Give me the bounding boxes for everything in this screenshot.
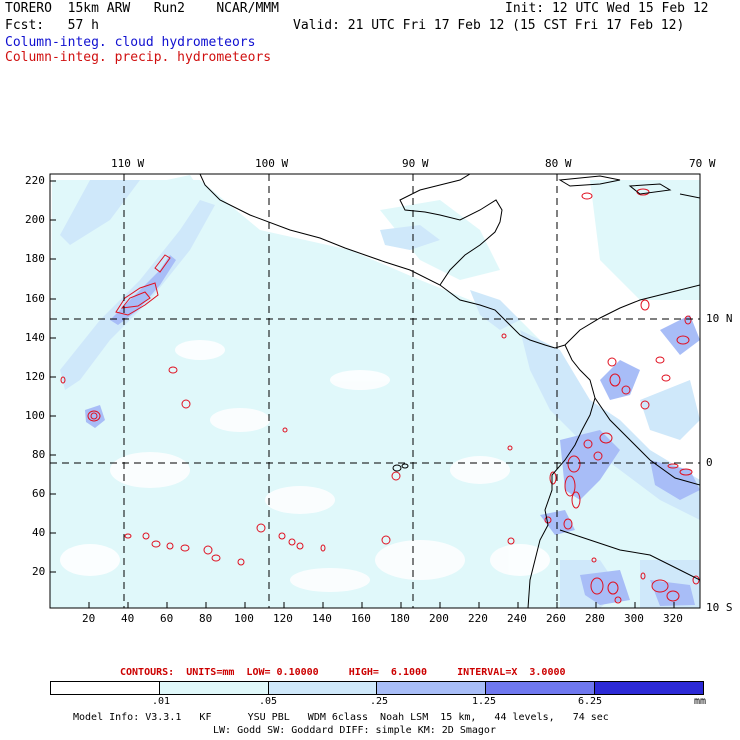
valid-time: Valid: 21 UTC Fri 17 Feb 12 (15 CST Fri … xyxy=(293,18,685,33)
x-tick: 120 xyxy=(273,612,293,625)
cloud-field-light xyxy=(50,175,700,608)
y-tick: 100 xyxy=(25,409,45,422)
colorbar-label: .05 xyxy=(259,696,278,707)
y-tick: 160 xyxy=(25,292,45,305)
colorbar-bin xyxy=(595,682,703,694)
init-time: Init: 12 UTC Wed 15 Feb 12 xyxy=(505,1,709,16)
colorbar-bin xyxy=(159,682,269,694)
colorbar-bin xyxy=(377,682,487,694)
colorbar-bin xyxy=(268,682,378,694)
y-tick: 180 xyxy=(25,252,45,265)
model-physics: LW: Godd SW: Goddard DIFF: simple KM: 2D… xyxy=(213,725,496,736)
y-tick: 120 xyxy=(25,370,45,383)
coastlines xyxy=(199,174,700,608)
lon-label-80w: 80 W xyxy=(545,157,572,170)
x-tick: 260 xyxy=(546,612,566,625)
x-tick: 220 xyxy=(468,612,488,625)
y-tick: 40 xyxy=(32,526,46,539)
colorbar-bin xyxy=(486,682,596,694)
x-tick: 180 xyxy=(390,612,410,625)
model-title: TORERO 15km ARW Run2 NCAR/MMM xyxy=(5,1,279,16)
lat-lon-grid xyxy=(50,174,700,608)
lat-label-10s: 10 S xyxy=(706,601,733,614)
colorbar-label: .25 xyxy=(370,696,389,707)
x-tick: 200 xyxy=(429,612,449,625)
map-frame xyxy=(49,173,701,609)
model-info: Model Info: V3.3.1 KF YSU PBL WDM 6class… xyxy=(73,712,609,723)
lat-label-0: 0 xyxy=(706,456,713,469)
y-tick: 200 xyxy=(25,213,45,226)
x-tick: 160 xyxy=(351,612,371,625)
precip-contours xyxy=(60,188,700,604)
contours-info: CONTOURS: UNITS=mm LOW= 0.10000 HIGH= 6.… xyxy=(120,667,566,678)
x-tick: 80 xyxy=(199,612,213,625)
y-tick: 20 xyxy=(32,565,46,578)
lon-label-100w: 100 W xyxy=(255,157,289,170)
lat-label-10n: 10 N xyxy=(706,312,733,325)
x-tick: 320 xyxy=(663,612,683,625)
x-tick: 100 xyxy=(234,612,254,625)
y-tick: 80 xyxy=(32,448,46,461)
cloud-label: Column-integ. cloud hydrometeors xyxy=(5,35,256,50)
lon-label-90w: 90 W xyxy=(402,157,429,170)
x-tick: 240 xyxy=(507,612,527,625)
colorbar-label: .01 xyxy=(152,696,171,707)
x-tick: 280 xyxy=(585,612,605,625)
x-tick: 20 xyxy=(82,612,96,625)
y-tick: 60 xyxy=(32,487,46,500)
precip-label: Column-integ. precip. hydrometeors xyxy=(5,50,272,65)
lon-label-110w: 110 W xyxy=(111,157,145,170)
colorbar-bin xyxy=(51,682,160,694)
x-tick: 140 xyxy=(312,612,332,625)
x-tick: 40 xyxy=(121,612,135,625)
colorbar-units: mm xyxy=(694,696,707,707)
x-tick: 300 xyxy=(624,612,644,625)
map-area xyxy=(50,174,700,608)
x-tick: 60 xyxy=(160,612,174,625)
y-tick: 220 xyxy=(25,174,45,187)
cloud-gaps xyxy=(60,340,550,592)
axis-ticks xyxy=(50,180,675,608)
colorbar-label: 1.25 xyxy=(472,696,497,707)
colorbar xyxy=(50,681,704,695)
colorbar-label: 6.25 xyxy=(578,696,603,707)
lon-label-70w: 70 W xyxy=(689,157,716,170)
y-tick: 140 xyxy=(25,331,45,344)
forecast-hour: Fcst: 57 h xyxy=(5,18,99,33)
